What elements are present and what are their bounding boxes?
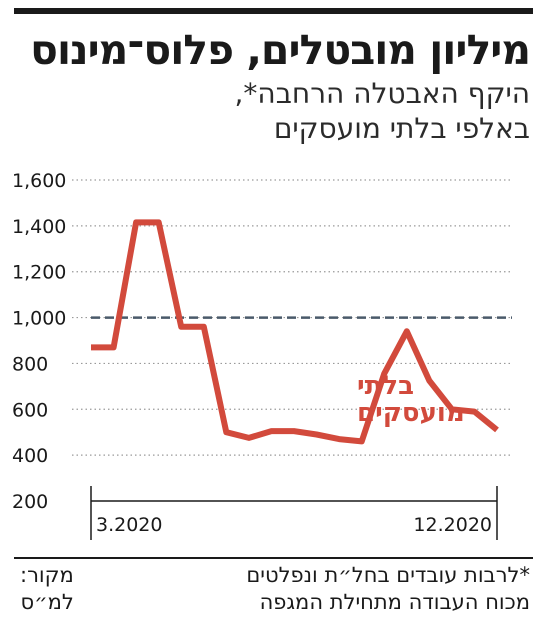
y-tick-label: 1,000 xyxy=(12,308,66,330)
footnote-line-2: מכוח העבודה מתחילת המגפה xyxy=(259,590,530,614)
y-tick-label: 1,600 xyxy=(12,170,66,192)
x-tick-label: 12.2020 xyxy=(413,514,492,536)
source: מקור: למ״ס xyxy=(20,562,74,616)
x-tick-label: 3.2020 xyxy=(96,514,162,536)
series-label-line-1: בלתי xyxy=(357,371,414,401)
grid-layer xyxy=(72,179,512,456)
top-rule xyxy=(14,8,533,14)
chart-subtitle: היקף האבטלה הרחבה*, באלפי בלתי מועסקים xyxy=(235,76,530,146)
source-value: למ״ס xyxy=(20,590,74,614)
axis-layer: 1,600 1,400 1,200 1,000 800 600 400 200 3.2020 12… xyxy=(12,170,498,540)
footnote-line-1: *לרבות עובדים בחל״ת ונפלטים xyxy=(246,563,530,587)
subtitle-line-2: באלפי בלתי מועסקים xyxy=(273,112,530,145)
footer-rule xyxy=(14,557,533,559)
source-label: מקור: xyxy=(20,563,74,587)
y-tick-label: 400 xyxy=(12,445,48,467)
series-layer xyxy=(90,219,499,445)
y-tick-label: 800 xyxy=(12,353,48,375)
footnote: *לרבות עובדים בחל״ת ונפלטים מכוח העבודה … xyxy=(246,562,530,616)
y-tick-label: 200 xyxy=(12,491,48,513)
y-tick-label: 1,200 xyxy=(12,262,66,284)
y-tick-label: 1,400 xyxy=(12,216,66,238)
subtitle-line-1: היקף האבטלה הרחבה*, xyxy=(234,77,530,110)
series-label-line-2: מועסקים xyxy=(357,398,465,428)
y-tick-label: 600 xyxy=(12,399,48,421)
chart-title: מיליון מובטלים, פלוס־מינוס xyxy=(30,26,531,74)
series-line xyxy=(91,219,499,445)
